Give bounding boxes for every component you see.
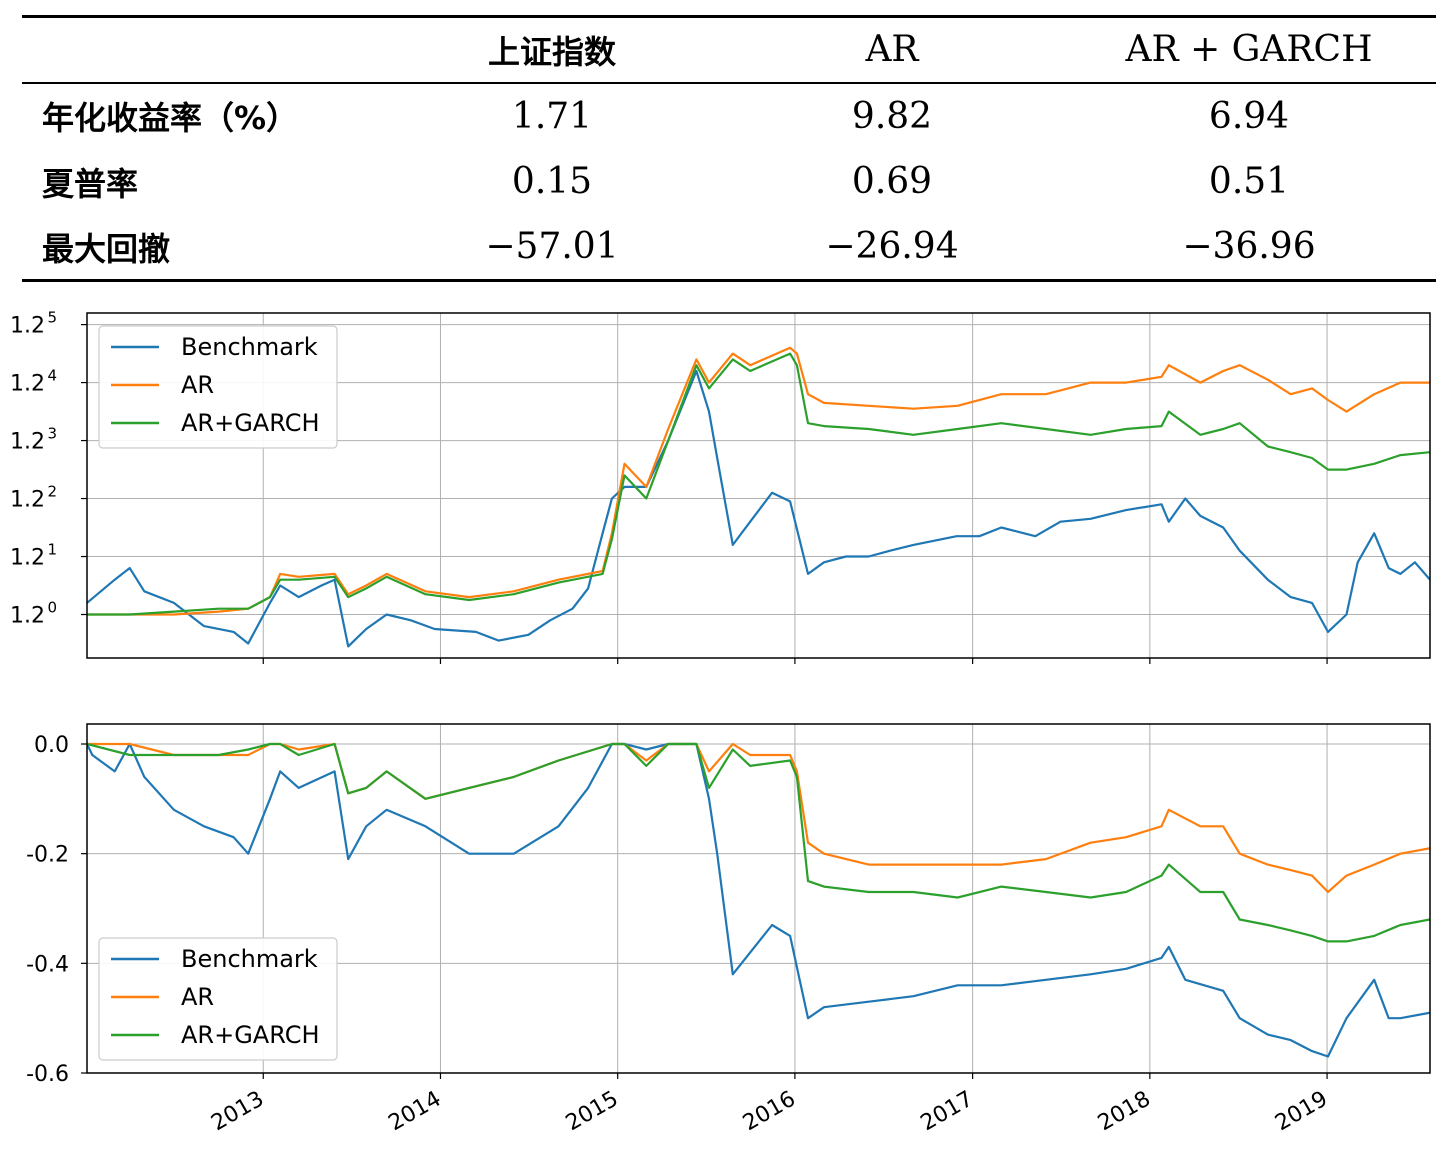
- table-cell: −57.01: [485, 226, 619, 268]
- performance-table: 上证指数 AR AR + GARCH 年化收益率（%） 1.71 9.82 6.…: [22, 15, 1436, 282]
- table-cell: 9.82: [851, 95, 933, 137]
- legend-box: [98, 937, 338, 1061]
- row-label-max-drawdown: 最大回撤: [42, 229, 171, 268]
- row-label-sharpe: 夏普率: [42, 164, 139, 203]
- table-row-max-drawdown: 最大回撤 −57.01 −26.94 −36.96: [22, 215, 1436, 281]
- legend-label: AR: [181, 983, 214, 1011]
- y-tick-exponent: 3: [47, 425, 57, 443]
- row-label-annual-return: 年化收益率（%）: [42, 99, 299, 137]
- series-line-ar: [87, 346, 1430, 616]
- table-cell: −26.94: [825, 226, 959, 268]
- y-tick-exponent: 0: [47, 599, 57, 617]
- series-line-benchmark: [87, 369, 1430, 648]
- table-header-ar-garch: AR + GARCH: [1125, 29, 1373, 71]
- legend-label: AR+GARCH: [181, 1021, 320, 1049]
- y-tick-label: -0.2: [26, 843, 69, 868]
- chart-panel-1: 1.2 01.2 11.2 21.2 31.2 41.2 5BenchmarkARAR+GA…: [10, 309, 1431, 664]
- x-tick-label: 2016: [739, 1087, 800, 1137]
- y-tick-label: 0.0: [34, 733, 69, 758]
- series-line-ar-garch: [87, 352, 1430, 616]
- legend-box: [98, 325, 338, 449]
- x-tick-label: 2013: [207, 1087, 268, 1137]
- y-tick-label: 1.2: [10, 430, 45, 455]
- chart-panel-2: 0.0 -0.2 -0.4 -0.6 Benchmark AR AR+GARCH 2013 20…: [26, 723, 1431, 1137]
- y-tick-label: 1.2: [10, 604, 45, 629]
- x-tick-label: 2015: [562, 1087, 623, 1137]
- y-tick-label: 1.2: [10, 372, 45, 397]
- table-cell: 0.51: [1208, 161, 1290, 202]
- table-header-ar: AR: [865, 29, 919, 71]
- table-row-sharpe: 夏普率 0.15 0.69 0.51: [22, 149, 1436, 215]
- table-cell: 1.71: [511, 95, 593, 137]
- x-tick-label: 2018: [1094, 1087, 1155, 1137]
- y-tick-exponent: 1: [47, 541, 57, 559]
- table-cell: 6.94: [1208, 95, 1290, 137]
- x-tick-label: 2014: [384, 1087, 445, 1137]
- series-line-benchmark: [87, 742, 1430, 1058]
- series-line-ar-garch: [87, 742, 1430, 943]
- x-tick-label: 2019: [1271, 1087, 1332, 1137]
- plot-frame: [86, 312, 1431, 659]
- legend-label: AR: [181, 371, 214, 399]
- table-cell: 0.69: [851, 161, 933, 202]
- y-tick-label: 1.2: [10, 488, 45, 513]
- y-tick-label: -0.4: [26, 952, 69, 977]
- plot-frame: [86, 723, 1431, 1074]
- legend: Benchmark AR AR+GARCH: [98, 937, 338, 1061]
- table-cell: 0.15: [511, 161, 593, 202]
- table-header-sse-index: 上证指数: [487, 32, 616, 71]
- y-tick-exponent: 4: [47, 367, 57, 385]
- table-header-row: 上证指数 AR AR + GARCH: [22, 16, 1436, 83]
- legend-label: AR+GARCH: [181, 409, 320, 437]
- y-tick-exponent: 2: [47, 483, 57, 501]
- table-row-annual-return: 年化收益率（%） 1.71 9.82 6.94: [22, 83, 1436, 149]
- legend-label: Benchmark: [181, 333, 318, 361]
- y-tick-label: 1.2: [10, 546, 45, 571]
- y-tick-label: 1.2: [10, 314, 45, 339]
- series-line-ar: [87, 742, 1430, 894]
- y-tick-exponent: 5: [47, 309, 57, 327]
- legend-label: Benchmark: [181, 945, 318, 973]
- legend: Benchmark AR AR+GARCH: [98, 325, 338, 449]
- table-cell: −36.96: [1182, 226, 1316, 268]
- y-tick-label: -0.6: [26, 1062, 69, 1087]
- x-tick-label: 2017: [917, 1087, 978, 1137]
